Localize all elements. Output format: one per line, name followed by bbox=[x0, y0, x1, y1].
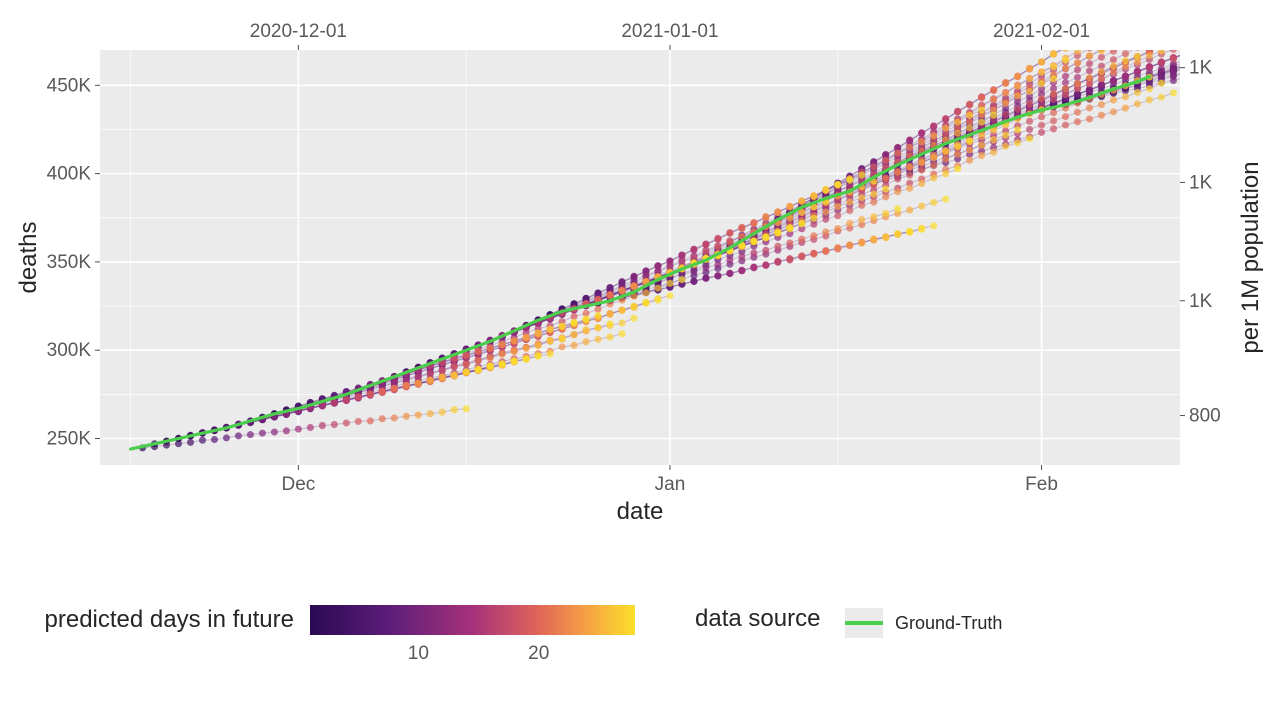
y-left-tick-label: 300K bbox=[47, 340, 92, 361]
colorbar bbox=[310, 605, 635, 635]
y-left-tick-label: 350K bbox=[47, 252, 92, 273]
chart-page: 250K 300K 350K 400K 450K deaths 800 1K 1K 1K per 1… bbox=[0, 0, 1280, 720]
source-item-label: Ground-Truth bbox=[895, 613, 1002, 633]
y-left-tick-label: 450K bbox=[47, 75, 92, 96]
x-bottom-tick-label: Jan bbox=[655, 474, 686, 495]
x-axis-title: date bbox=[617, 498, 664, 525]
colorbar-title: predicted days in future bbox=[45, 606, 294, 633]
y-right-axis-title: per 1M population bbox=[1237, 161, 1264, 353]
source-legend-title: data source bbox=[695, 605, 820, 632]
y-left-tick-label: 400K bbox=[47, 164, 92, 185]
colorbar-tick-label: 10 bbox=[408, 643, 429, 664]
colorbar-tick-label: 20 bbox=[528, 643, 549, 664]
chart-svg: 250K 300K 350K 400K 450K deaths 800 1K 1K 1K per 1… bbox=[0, 0, 1280, 720]
y-right-tick-label: 1K bbox=[1189, 172, 1213, 193]
x-top-tick-label: 2020-12-01 bbox=[250, 21, 347, 42]
y-right-tick-label: 1K bbox=[1189, 58, 1213, 79]
y-left-tick-label: 250K bbox=[47, 429, 92, 450]
y-right-tick-label: 800 bbox=[1189, 406, 1221, 427]
y-right-tick-label: 1K bbox=[1189, 291, 1213, 312]
x-top-tick-label: 2021-02-01 bbox=[993, 21, 1090, 42]
x-bottom-tick-label: Feb bbox=[1025, 474, 1058, 495]
y-left-axis-title: deaths bbox=[15, 221, 42, 293]
x-bottom-tick-label: Dec bbox=[281, 474, 315, 495]
x-top-tick-label: 2021-01-01 bbox=[621, 21, 718, 42]
